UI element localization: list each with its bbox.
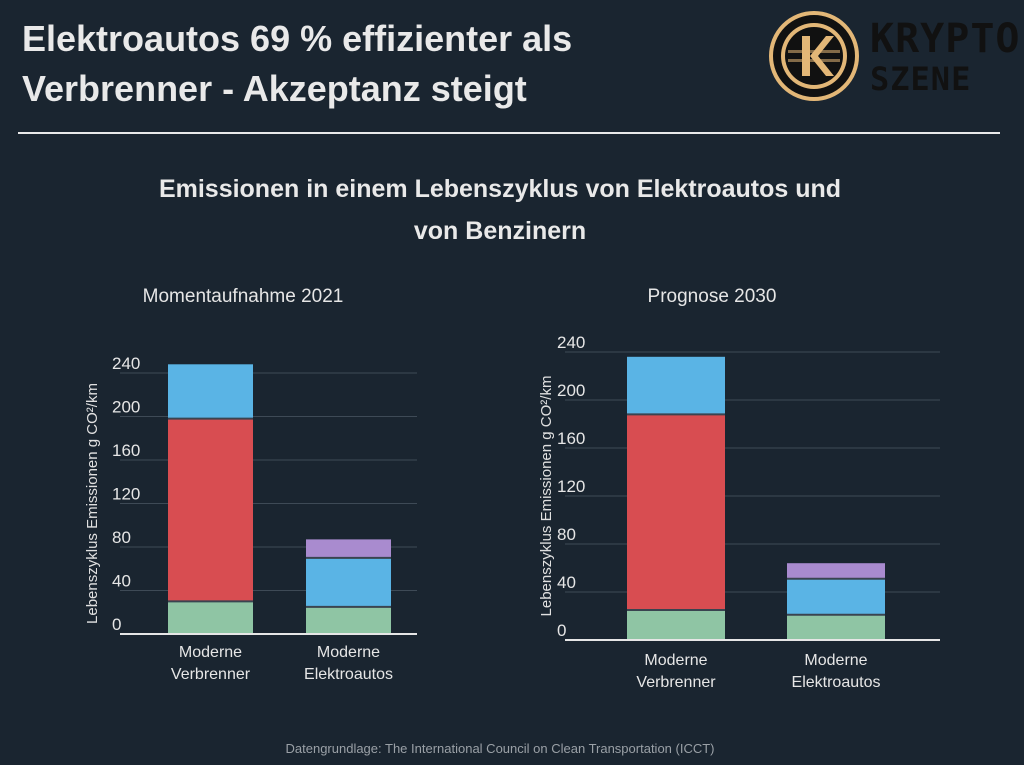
y-tick-label: 40 — [557, 573, 576, 592]
x-category-label-line: Moderne — [317, 644, 380, 661]
chart-2: Prognose 2030 Lebenszyklus Emissionen g C… — [538, 286, 940, 691]
k-coin-icon — [769, 11, 859, 101]
title-divider — [18, 132, 1000, 134]
x-category-label: Moderne Elektroautos — [792, 652, 881, 691]
y-tick-label: 120 — [557, 477, 585, 496]
bar-segment-green — [168, 601, 253, 634]
bar-segment-green — [627, 610, 725, 640]
y-axis-label: Lebenszyklus Emissionen g CO²/km — [538, 376, 555, 617]
y-tick-label: 80 — [557, 525, 576, 544]
logo-word-szene: SZENE — [870, 60, 972, 98]
bar-segment-blue — [168, 364, 253, 419]
x-category-label-line: Moderne — [644, 652, 707, 669]
y-tick-label: 0 — [557, 621, 566, 640]
y-tick-label: 200 — [557, 381, 585, 400]
bar-segment-blue — [306, 557, 391, 607]
bar-segment-purple — [787, 563, 885, 579]
y-tick-label: 200 — [112, 398, 140, 417]
x-category-label: Moderne Elektroautos — [304, 644, 393, 683]
bar-segment-purple — [306, 539, 391, 558]
x-category-label-line: Verbrenner — [636, 674, 716, 691]
chart-subtitle-line-2: von Benzinern — [413, 217, 587, 245]
y-tick-label: 0 — [112, 615, 121, 634]
brand-logo: KRYPTO SZENE — [768, 10, 1021, 102]
y-tick-label: 80 — [112, 528, 131, 547]
chart-1: Momentaufnahme 2021 Lebenszyklus Emission… — [84, 286, 417, 683]
bar-segment-red — [168, 418, 253, 602]
source-note: Datengrundlage: The International Counci… — [285, 741, 715, 756]
page-title-line-2: Verbrenner - Akzeptanz steigt — [22, 68, 527, 109]
chart-subtitle-line-1: Emissionen in einem Lebenszyklus von Ele… — [158, 175, 842, 203]
x-category-label-line: Moderne — [179, 644, 242, 661]
x-category-label-line: Elektroautos — [304, 666, 393, 683]
x-category-label-line: Moderne — [804, 652, 867, 669]
bar-segment-blue — [787, 578, 885, 615]
x-category-label-line: Elektroautos — [792, 674, 881, 691]
y-tick-label: 160 — [557, 429, 585, 448]
x-category-label: Moderne Verbrenner — [171, 644, 251, 683]
chart-title: Momentaufnahme 2021 — [143, 286, 344, 307]
y-tick-label: 40 — [112, 572, 131, 591]
chart-subtitle: Emissionen in einem Lebenszyklus von Ele… — [60, 168, 940, 252]
page-title: Elektroautos 69 % effizienter als Verbre… — [22, 14, 742, 114]
y-tick-label: 240 — [557, 333, 585, 352]
bar-segment-green — [787, 614, 885, 640]
chart-title: Prognose 2030 — [648, 286, 777, 307]
y-axis-label: Lebenszyklus Emissionen g CO²/km — [84, 383, 101, 624]
bar-segment-green — [306, 606, 391, 634]
bar-segment-red — [627, 414, 725, 610]
page-title-line-1: Elektroautos 69 % effizienter als — [22, 18, 573, 59]
bar-segment-blue — [627, 356, 725, 415]
y-tick-label: 240 — [112, 354, 140, 373]
y-tick-label: 120 — [112, 485, 140, 504]
logo-word-krypto: KRYPTO — [870, 16, 1021, 62]
y-tick-label: 160 — [112, 441, 140, 460]
x-category-label: Moderne Verbrenner — [636, 652, 716, 691]
x-category-label-line: Verbrenner — [171, 666, 251, 683]
